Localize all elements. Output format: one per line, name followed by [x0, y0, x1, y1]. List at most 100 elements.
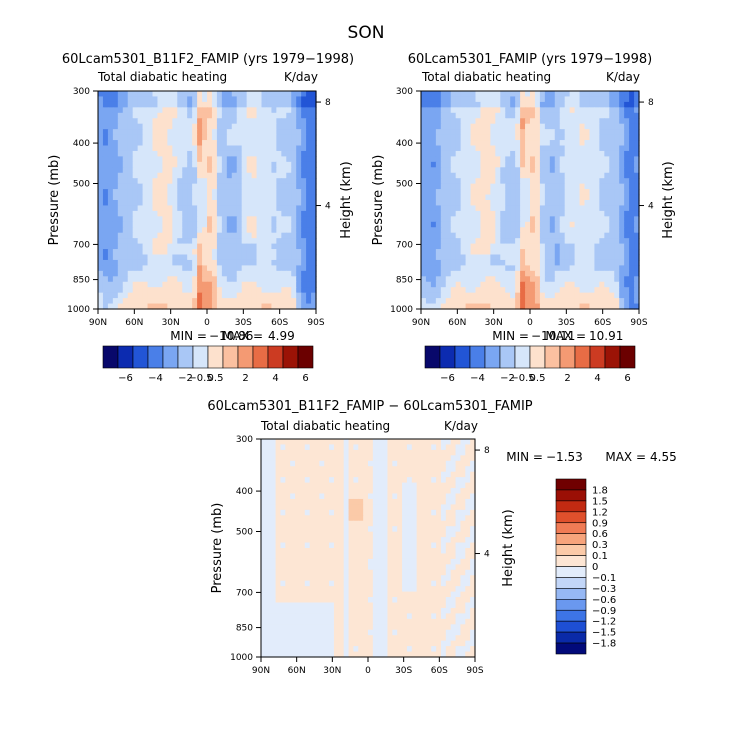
p1-cell-187	[152, 112, 159, 119]
p1-cell-598	[226, 161, 233, 168]
p3-cell-4	[280, 439, 286, 446]
p1-cell-706	[107, 178, 114, 185]
p1-cell-1452	[98, 270, 104, 277]
p1-cell-483	[311, 145, 317, 152]
p2-cell-1407	[634, 259, 640, 266]
p3-cell-981	[324, 558, 330, 565]
p1-cell-919	[291, 200, 297, 207]
p2-cell-1369	[445, 259, 452, 266]
p1-cell-552	[216, 156, 223, 163]
p2-cell-644	[559, 167, 566, 174]
p1-cell-514	[246, 150, 253, 157]
p3-cell-144	[319, 455, 325, 462]
p2-cell-1604	[520, 287, 526, 294]
p3-cell-663	[275, 520, 282, 527]
p2-cell-1608	[539, 287, 546, 294]
p1-cell-1341	[202, 254, 208, 261]
p2-cell-1047	[594, 216, 600, 223]
p1-cell-938	[167, 205, 173, 212]
p3-cell-220	[261, 466, 267, 473]
p2-cell-630	[490, 167, 496, 174]
p2-cell-1580	[619, 281, 625, 288]
p3-cell-1163	[353, 580, 359, 587]
p2-cell-571	[634, 156, 640, 163]
p1-cell-1058	[107, 221, 114, 228]
p1-cell-1043	[251, 216, 258, 223]
p1-cell-697	[281, 172, 287, 179]
p1-cell-1060	[117, 221, 124, 228]
p3-cell-481	[460, 493, 466, 500]
p3-cell-805	[324, 537, 330, 544]
p1-cell-1759	[311, 303, 317, 310]
p1-cell-1139	[291, 227, 297, 234]
p2-cell-643	[554, 167, 561, 174]
p3-cell-898	[348, 548, 355, 555]
p3-cell-855	[353, 542, 359, 549]
p1-cell-1558	[187, 281, 193, 288]
p3-cell-12	[319, 439, 325, 446]
p2-cell-30	[569, 91, 576, 98]
p2-cell-382	[569, 134, 576, 141]
p3-cell-1093	[440, 569, 447, 576]
p2-cell-1644	[500, 292, 506, 299]
p1-cell-134	[107, 107, 114, 114]
p3-cell-759	[314, 531, 320, 538]
p2-cell-829	[604, 189, 610, 196]
p2-colorbar-swatch	[439, 345, 456, 369]
p1-cell-916	[276, 200, 282, 207]
p3-cell-577	[285, 509, 291, 516]
p2-cell-792	[421, 189, 427, 196]
p1-cell-1317	[301, 249, 307, 256]
p1-cell-1669	[301, 292, 307, 299]
p1-cell-871	[271, 194, 277, 201]
p3-cell-1236	[280, 591, 286, 598]
p1-cell-1025	[162, 216, 168, 223]
p2-cell-1751	[594, 303, 600, 310]
p2-cell-564	[599, 156, 605, 163]
p1-cell-1651	[211, 292, 218, 299]
p1-cell-954	[246, 205, 253, 212]
p1-cell-588	[177, 161, 183, 168]
p3-cell-684	[377, 520, 384, 527]
p1-cell-971	[112, 210, 119, 217]
p2-cell-1661	[584, 292, 591, 299]
p1-cell-882	[107, 200, 114, 207]
p2-cell-1086	[569, 221, 576, 228]
p1-cell-680	[197, 172, 203, 179]
p2-cell-1246	[490, 243, 496, 250]
p3-cell-314	[290, 477, 296, 484]
p1-cell-1615	[251, 287, 258, 294]
p3-cell-1309	[421, 597, 427, 604]
p3-cell-712	[299, 526, 306, 533]
p2-cell-1022	[470, 216, 477, 223]
p3-cell-219	[470, 460, 476, 467]
p3-cell-148	[338, 455, 345, 462]
p1-cell-304	[296, 123, 302, 130]
p3-cell-840	[280, 542, 286, 549]
p3-cell-615	[470, 509, 476, 516]
p2-cell-1398	[589, 259, 595, 266]
p2-cell-247	[554, 118, 561, 125]
p3-cell-793	[265, 537, 272, 544]
p1-cell-321	[162, 129, 168, 136]
p2-cell-987	[515, 210, 521, 217]
p2-cell-261	[624, 118, 630, 125]
p3-cell-389	[440, 482, 447, 489]
p3-cell-674	[329, 520, 335, 527]
p1-cell-448	[137, 145, 144, 152]
p1-cell-1344	[216, 254, 223, 261]
p1-cell-576	[117, 161, 124, 168]
p2-cell-550	[530, 156, 536, 163]
p2-cell-1710	[609, 298, 615, 305]
p2-cell-1177	[584, 232, 591, 239]
p2-cell-36	[599, 91, 605, 98]
p2-cell-387	[594, 134, 600, 141]
p2-cell-1412	[440, 265, 447, 272]
p2-cell-1651	[534, 292, 541, 299]
p1-cell-1392	[236, 259, 243, 266]
p2-cell-364	[480, 134, 486, 141]
p2-cell-298	[589, 123, 595, 130]
p3-cell-602	[406, 509, 413, 516]
p1-cell-31	[251, 91, 258, 98]
p2-cell-939	[495, 205, 501, 212]
